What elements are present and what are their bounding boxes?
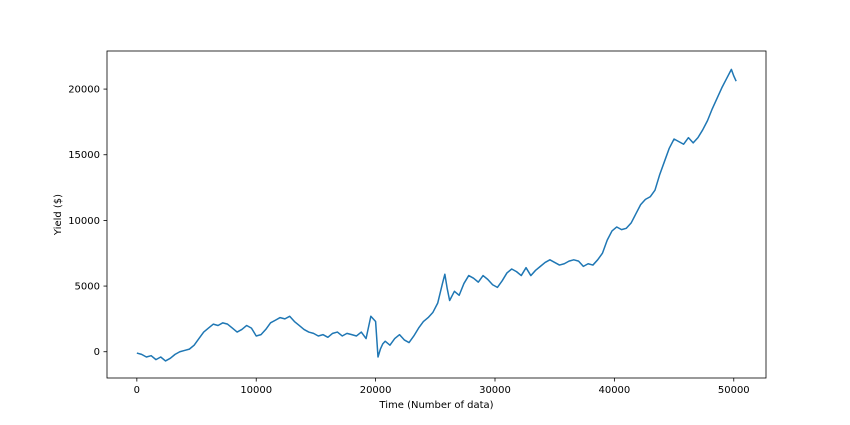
x-tick-label: 50000 [718,385,750,396]
y-axis-ticks: 0 5000 10000 15000 20000 [68,85,107,358]
y-axis-label: Yield ($) [53,194,64,236]
plot-area [136,68,737,362]
y-tick-label: 20000 [68,85,100,96]
y-tick-label: 0 [94,347,100,358]
y-tick-label: 5000 [75,282,100,293]
axes-frame [106,50,767,379]
series-line-0 [136,68,737,362]
x-tick-label: 30000 [479,385,511,396]
x-tick-label: 20000 [360,385,392,396]
y-tick-label: 15000 [68,150,100,161]
y-tick-label: 10000 [68,216,100,227]
x-axis-label: Time (Number of data) [378,400,493,411]
x-tick-label: 40000 [598,385,630,396]
x-tick-label: 10000 [240,385,272,396]
x-axis-ticks: 0 10000 20000 30000 40000 50000 [134,378,750,396]
x-tick-label: 0 [134,385,140,396]
